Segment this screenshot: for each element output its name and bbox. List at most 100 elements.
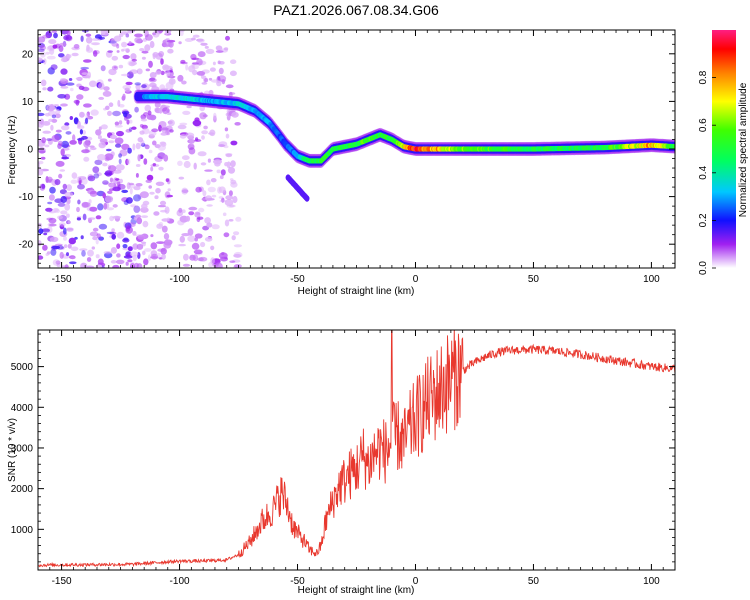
noise-speck — [122, 54, 130, 60]
noise-speck — [106, 231, 115, 235]
noise-speck — [130, 204, 137, 208]
noise-speck — [115, 259, 125, 265]
noise-speck — [78, 85, 85, 90]
noise-speck — [51, 114, 57, 119]
noise-speck — [192, 34, 200, 38]
noise-speck — [152, 30, 160, 38]
noise-speck — [49, 236, 59, 243]
noise-speck — [207, 186, 216, 193]
noise-speck — [160, 58, 164, 65]
noise-speck — [159, 84, 166, 91]
noise-speck — [196, 38, 205, 43]
x-tick-label: -150 — [52, 576, 72, 587]
noise-speck — [123, 200, 129, 206]
noise-speck — [140, 118, 148, 122]
noise-speck — [66, 30, 71, 36]
noise-speck — [109, 177, 114, 183]
chart-title: PAZ1.2026.067.08.34.G06 — [273, 2, 439, 18]
spectrogram-y-label: Frequency (Hz) — [7, 116, 18, 185]
noise-speck — [145, 179, 152, 183]
noise-speck — [121, 41, 128, 48]
snr-series-line — [38, 330, 675, 568]
noise-speck — [163, 241, 172, 249]
noise-speck — [116, 43, 120, 49]
noise-speck — [89, 206, 98, 212]
noise-speck — [187, 235, 196, 242]
noise-speck — [214, 262, 223, 268]
noise-speck — [149, 72, 157, 79]
noise-speck — [139, 48, 145, 52]
noise-speck — [150, 242, 158, 250]
noise-speck — [42, 87, 47, 91]
noise-speck — [59, 78, 67, 82]
noise-speck — [157, 204, 167, 208]
noise-speck — [49, 186, 56, 194]
y-tick-label: 3000 — [11, 443, 34, 454]
noise-speck — [196, 216, 201, 223]
noise-speck — [181, 187, 188, 195]
noise-speck — [121, 189, 129, 193]
noise-speck — [191, 242, 200, 250]
noise-speck — [127, 259, 133, 263]
noise-speck — [147, 110, 152, 116]
noise-speck — [141, 203, 148, 209]
noise-speck — [89, 190, 98, 197]
noise-speck — [88, 80, 97, 88]
noise-speck — [212, 61, 216, 66]
noise-speck — [163, 154, 169, 162]
noise-speck — [69, 261, 77, 265]
noise-speck — [161, 105, 170, 109]
noise-speck — [130, 61, 137, 66]
noise-speck — [71, 172, 78, 179]
spectrogram-ridge — [133, 89, 675, 202]
noise-speck — [152, 51, 159, 58]
noise-speck — [148, 185, 152, 189]
snr-x-axis: -150 -100 -50 0 50 100 — [37, 330, 676, 587]
colorbar-tick-label: 0.0 — [698, 261, 709, 275]
noise-speck — [63, 227, 67, 235]
noise-speck — [67, 243, 72, 249]
noise-speck — [134, 33, 143, 38]
noise-speck — [55, 113, 61, 119]
noise-speck — [47, 201, 53, 205]
noise-speck — [104, 170, 113, 177]
noise-speck — [129, 119, 133, 124]
noise-speck — [157, 248, 166, 252]
noise-speck — [86, 257, 92, 262]
noise-speck — [148, 77, 157, 83]
noise-speck — [61, 140, 70, 148]
colorbar-tick-label: 0.8 — [698, 70, 709, 84]
noise-speck — [179, 134, 187, 139]
spectrogram-noise — [38, 30, 243, 268]
noise-speck — [112, 215, 121, 219]
noise-speck — [142, 250, 146, 256]
noise-speck — [107, 190, 113, 194]
noise-speck — [95, 254, 100, 259]
noise-speck — [170, 79, 174, 84]
noise-speck — [69, 116, 74, 120]
noise-speck — [201, 130, 209, 135]
noise-speck — [50, 248, 57, 256]
noise-speck — [38, 57, 43, 62]
noise-speck — [114, 124, 123, 128]
noise-speck — [233, 244, 242, 248]
noise-speck — [152, 140, 157, 146]
noise-speck — [97, 154, 106, 161]
noise-speck — [58, 53, 65, 58]
noise-speck — [116, 130, 124, 137]
noise-speck — [233, 253, 242, 258]
noise-speck — [161, 218, 170, 222]
noise-speck — [221, 197, 225, 203]
noise-speck — [46, 55, 56, 60]
noise-speck — [125, 261, 129, 266]
noise-speck — [43, 232, 48, 236]
noise-speck — [67, 220, 72, 224]
noise-speck — [213, 112, 217, 120]
noise-speck — [124, 87, 131, 93]
noise-speck — [123, 237, 129, 241]
noise-speck — [59, 251, 64, 259]
noise-speck — [209, 129, 216, 137]
noise-speck — [230, 59, 237, 64]
noise-speck — [119, 178, 123, 184]
noise-speck — [165, 72, 174, 78]
